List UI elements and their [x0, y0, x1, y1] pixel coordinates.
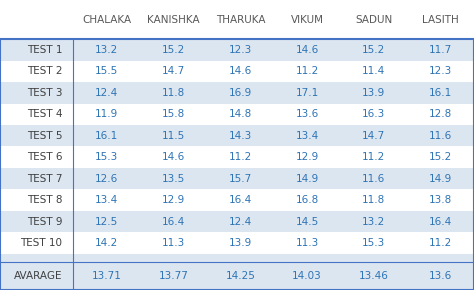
Text: 16.4: 16.4: [429, 217, 452, 226]
Text: TEST 6: TEST 6: [27, 152, 63, 162]
Text: 13.6: 13.6: [429, 271, 452, 281]
Text: 14.7: 14.7: [162, 66, 185, 76]
Text: AVARAGE: AVARAGE: [14, 271, 63, 281]
Text: 13.71: 13.71: [92, 271, 122, 281]
Bar: [0, 39, 474, 290]
Text: 13.46: 13.46: [359, 271, 389, 281]
Text: 11.5: 11.5: [162, 131, 185, 141]
Text: THARUKA: THARUKA: [216, 14, 265, 25]
Bar: [0, 82, 474, 104]
Text: 15.3: 15.3: [362, 238, 385, 248]
Text: TEST 9: TEST 9: [27, 217, 63, 226]
Text: 11.2: 11.2: [362, 152, 385, 162]
Text: 14.6: 14.6: [162, 152, 185, 162]
Text: 14.2: 14.2: [95, 238, 118, 248]
Bar: [0, 146, 474, 168]
Text: 14.03: 14.03: [292, 271, 322, 281]
Text: 11.3: 11.3: [162, 238, 185, 248]
Text: 11.6: 11.6: [362, 174, 385, 184]
Text: 15.2: 15.2: [162, 45, 185, 55]
Text: TEST 10: TEST 10: [20, 238, 63, 248]
Text: 12.6: 12.6: [95, 174, 118, 184]
Text: 13.5: 13.5: [162, 174, 185, 184]
Text: 15.7: 15.7: [229, 174, 252, 184]
Text: 16.4: 16.4: [162, 217, 185, 226]
Text: 14.7: 14.7: [362, 131, 385, 141]
Text: 13.77: 13.77: [159, 271, 189, 281]
Bar: [0, 168, 474, 189]
Text: 15.2: 15.2: [362, 45, 385, 55]
Text: TEST 8: TEST 8: [27, 195, 63, 205]
Text: 16.3: 16.3: [362, 109, 385, 119]
Text: TEST 4: TEST 4: [27, 109, 63, 119]
Bar: [0, 262, 474, 290]
Text: 13.9: 13.9: [362, 88, 385, 98]
Text: 17.1: 17.1: [295, 88, 319, 98]
Text: 14.5: 14.5: [295, 217, 319, 226]
Text: 16.4: 16.4: [229, 195, 252, 205]
Text: LASITH: LASITH: [422, 14, 459, 25]
Text: 11.7: 11.7: [429, 45, 452, 55]
Text: 15.2: 15.2: [429, 152, 452, 162]
Text: 13.9: 13.9: [229, 238, 252, 248]
Text: 16.1: 16.1: [429, 88, 452, 98]
Text: 16.9: 16.9: [229, 88, 252, 98]
Text: 11.3: 11.3: [295, 238, 319, 248]
Text: 15.5: 15.5: [95, 66, 118, 76]
Text: CHALAKA: CHALAKA: [82, 14, 131, 25]
Text: 14.9: 14.9: [429, 174, 452, 184]
Text: 11.2: 11.2: [229, 152, 252, 162]
Text: TEST 5: TEST 5: [27, 131, 63, 141]
Text: 11.8: 11.8: [162, 88, 185, 98]
Text: 11.9: 11.9: [95, 109, 118, 119]
Bar: [0, 189, 474, 211]
Text: 11.2: 11.2: [295, 66, 319, 76]
Text: 13.8: 13.8: [429, 195, 452, 205]
Text: TEST 3: TEST 3: [27, 88, 63, 98]
Text: 13.2: 13.2: [95, 45, 118, 55]
Text: SADUN: SADUN: [355, 14, 392, 25]
Text: 13.4: 13.4: [95, 195, 118, 205]
Text: 12.5: 12.5: [95, 217, 118, 226]
Text: TEST 1: TEST 1: [27, 45, 63, 55]
Text: 11.8: 11.8: [362, 195, 385, 205]
Text: 14.25: 14.25: [226, 271, 255, 281]
Text: 12.8: 12.8: [429, 109, 452, 119]
Text: 11.6: 11.6: [429, 131, 452, 141]
Text: 12.3: 12.3: [229, 45, 252, 55]
Bar: [0, 211, 474, 232]
Text: 12.4: 12.4: [95, 88, 118, 98]
Text: 15.8: 15.8: [162, 109, 185, 119]
Text: 12.9: 12.9: [295, 152, 319, 162]
Text: 12.3: 12.3: [429, 66, 452, 76]
Text: 13.4: 13.4: [295, 131, 319, 141]
Text: 11.2: 11.2: [429, 238, 452, 248]
Bar: [0, 61, 474, 82]
Text: 14.6: 14.6: [229, 66, 252, 76]
Text: 16.8: 16.8: [295, 195, 319, 205]
Bar: [0, 254, 474, 262]
Text: 14.9: 14.9: [295, 174, 319, 184]
Text: 14.6: 14.6: [295, 45, 319, 55]
Text: 12.4: 12.4: [229, 217, 252, 226]
Text: TEST 7: TEST 7: [27, 174, 63, 184]
Bar: [0, 232, 474, 254]
Bar: [0, 39, 474, 61]
Text: 13.6: 13.6: [295, 109, 319, 119]
Text: 12.9: 12.9: [162, 195, 185, 205]
Bar: [0, 125, 474, 146]
Text: VIKUM: VIKUM: [291, 14, 324, 25]
Text: 14.3: 14.3: [229, 131, 252, 141]
Text: 11.4: 11.4: [362, 66, 385, 76]
Text: 13.2: 13.2: [362, 217, 385, 226]
Text: 16.1: 16.1: [95, 131, 118, 141]
Bar: [0, 104, 474, 125]
Text: KANISHKA: KANISHKA: [147, 14, 200, 25]
Text: 15.3: 15.3: [95, 152, 118, 162]
Text: 14.8: 14.8: [229, 109, 252, 119]
Text: TEST 2: TEST 2: [27, 66, 63, 76]
